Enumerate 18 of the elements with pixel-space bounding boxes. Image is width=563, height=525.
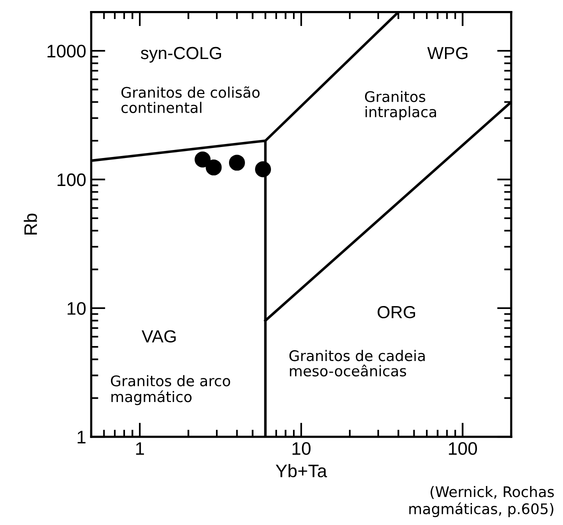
x-tick-label: 1 bbox=[136, 442, 144, 455]
x-axis-title: Yb+Ta bbox=[276, 464, 328, 478]
annotation: syn-COLG bbox=[140, 46, 222, 63]
x-tick-label: 100 bbox=[448, 442, 477, 455]
annotation: Granitos de colisão continental bbox=[121, 86, 260, 114]
annotation: Granitos de arco magmático bbox=[110, 375, 230, 406]
annotation: Granitos intraplaca bbox=[365, 90, 436, 120]
annotation: ORG bbox=[378, 306, 416, 318]
x-tick-label: 10 bbox=[292, 442, 311, 455]
annotation: Granitos de cadeia meso-oceânicas bbox=[289, 350, 425, 376]
y-tick-label: 1 bbox=[78, 430, 86, 444]
y-tick-label: 100 bbox=[58, 173, 86, 186]
annotation: WPG bbox=[427, 46, 468, 60]
y-tick-label: 10 bbox=[68, 302, 86, 315]
y-tick-label: 1000 bbox=[48, 44, 86, 58]
annotation: VAG bbox=[142, 330, 176, 342]
y-axis-title: Rb bbox=[24, 214, 38, 234]
text: (Wernick, Rochas magmáticas, p.605) bbox=[409, 486, 554, 518]
